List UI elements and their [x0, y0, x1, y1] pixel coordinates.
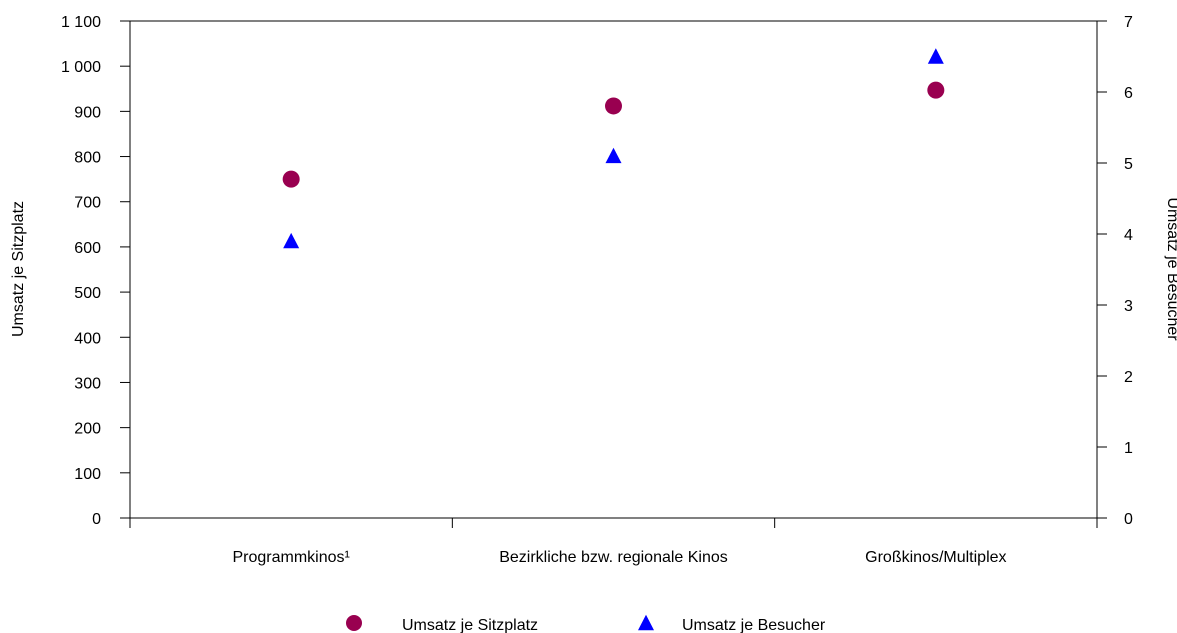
y2-tick-label: 5: [1124, 156, 1133, 173]
y2-tick-label: 7: [1124, 14, 1133, 31]
y-tick-label: 900: [74, 104, 101, 121]
y2-tick-label: 6: [1124, 85, 1133, 102]
y-tick-label: 1 000: [61, 59, 101, 76]
y-tick-label: 600: [74, 240, 101, 257]
legend-marker-umsatz-je-besucher: [638, 614, 654, 631]
x-tick-label: Programmkinos¹: [232, 549, 349, 566]
y2-tick-label: 3: [1124, 298, 1133, 315]
y2-axis-label: Umsatz je Besucher: [1164, 197, 1177, 341]
legend: Umsatz je Sitzplatz Umsatz je Besucher: [346, 614, 826, 633]
point-umsatz-je-sitzplatz: [605, 97, 622, 115]
x-tick-label: Bezirkliche bzw. regionale Kinos: [499, 549, 728, 566]
data-marks: [282, 48, 945, 249]
point-umsatz-je-besucher: [927, 48, 944, 64]
y-tick-label: 800: [74, 150, 101, 167]
y-tick-label: 1 100: [61, 14, 101, 31]
point-umsatz-je-sitzplatz: [927, 81, 945, 99]
y2-tick-label: 2: [1124, 369, 1133, 386]
point-umsatz-je-sitzplatz: [282, 170, 300, 188]
point-umsatz-je-besucher: [283, 232, 300, 249]
x-axis: Programmkinos¹ Bezirkliche bzw. regionale…: [129, 518, 1098, 566]
y-tick-label: 0: [92, 511, 101, 528]
y2-tick-label: 1: [1124, 440, 1133, 457]
y2-tick-label: 4: [1124, 227, 1133, 244]
y-tick-label: 100: [74, 466, 101, 483]
y-tick-label: 400: [74, 330, 101, 347]
y-tick-label: 200: [74, 421, 101, 438]
plot-area-frame: [129, 20, 1098, 519]
legend-label-umsatz-je-besucher: Umsatz je Besucher: [682, 617, 826, 633]
legend-marker-umsatz-je-sitzplatz: [346, 615, 362, 631]
y-tick-label: 500: [74, 285, 101, 302]
point-umsatz-je-besucher: [605, 147, 622, 164]
x-tick-label: Großkinos/Multiplex: [865, 549, 1006, 566]
y-tick-label: 300: [74, 375, 101, 392]
y-axis-label: Umsatz je Sitzplatz: [10, 201, 27, 337]
left-axis: 0 100 200 300 400 500 600 700 800 900 1 000 1 100: [61, 14, 130, 528]
legend-label-umsatz-je-sitzplatz: Umsatz je Sitzplatz: [402, 617, 538, 633]
right-axis: 0 1 2 3 4 5 6 7: [1097, 14, 1133, 528]
y2-tick-label: 0: [1124, 511, 1133, 528]
y-tick-label: 700: [74, 195, 101, 212]
